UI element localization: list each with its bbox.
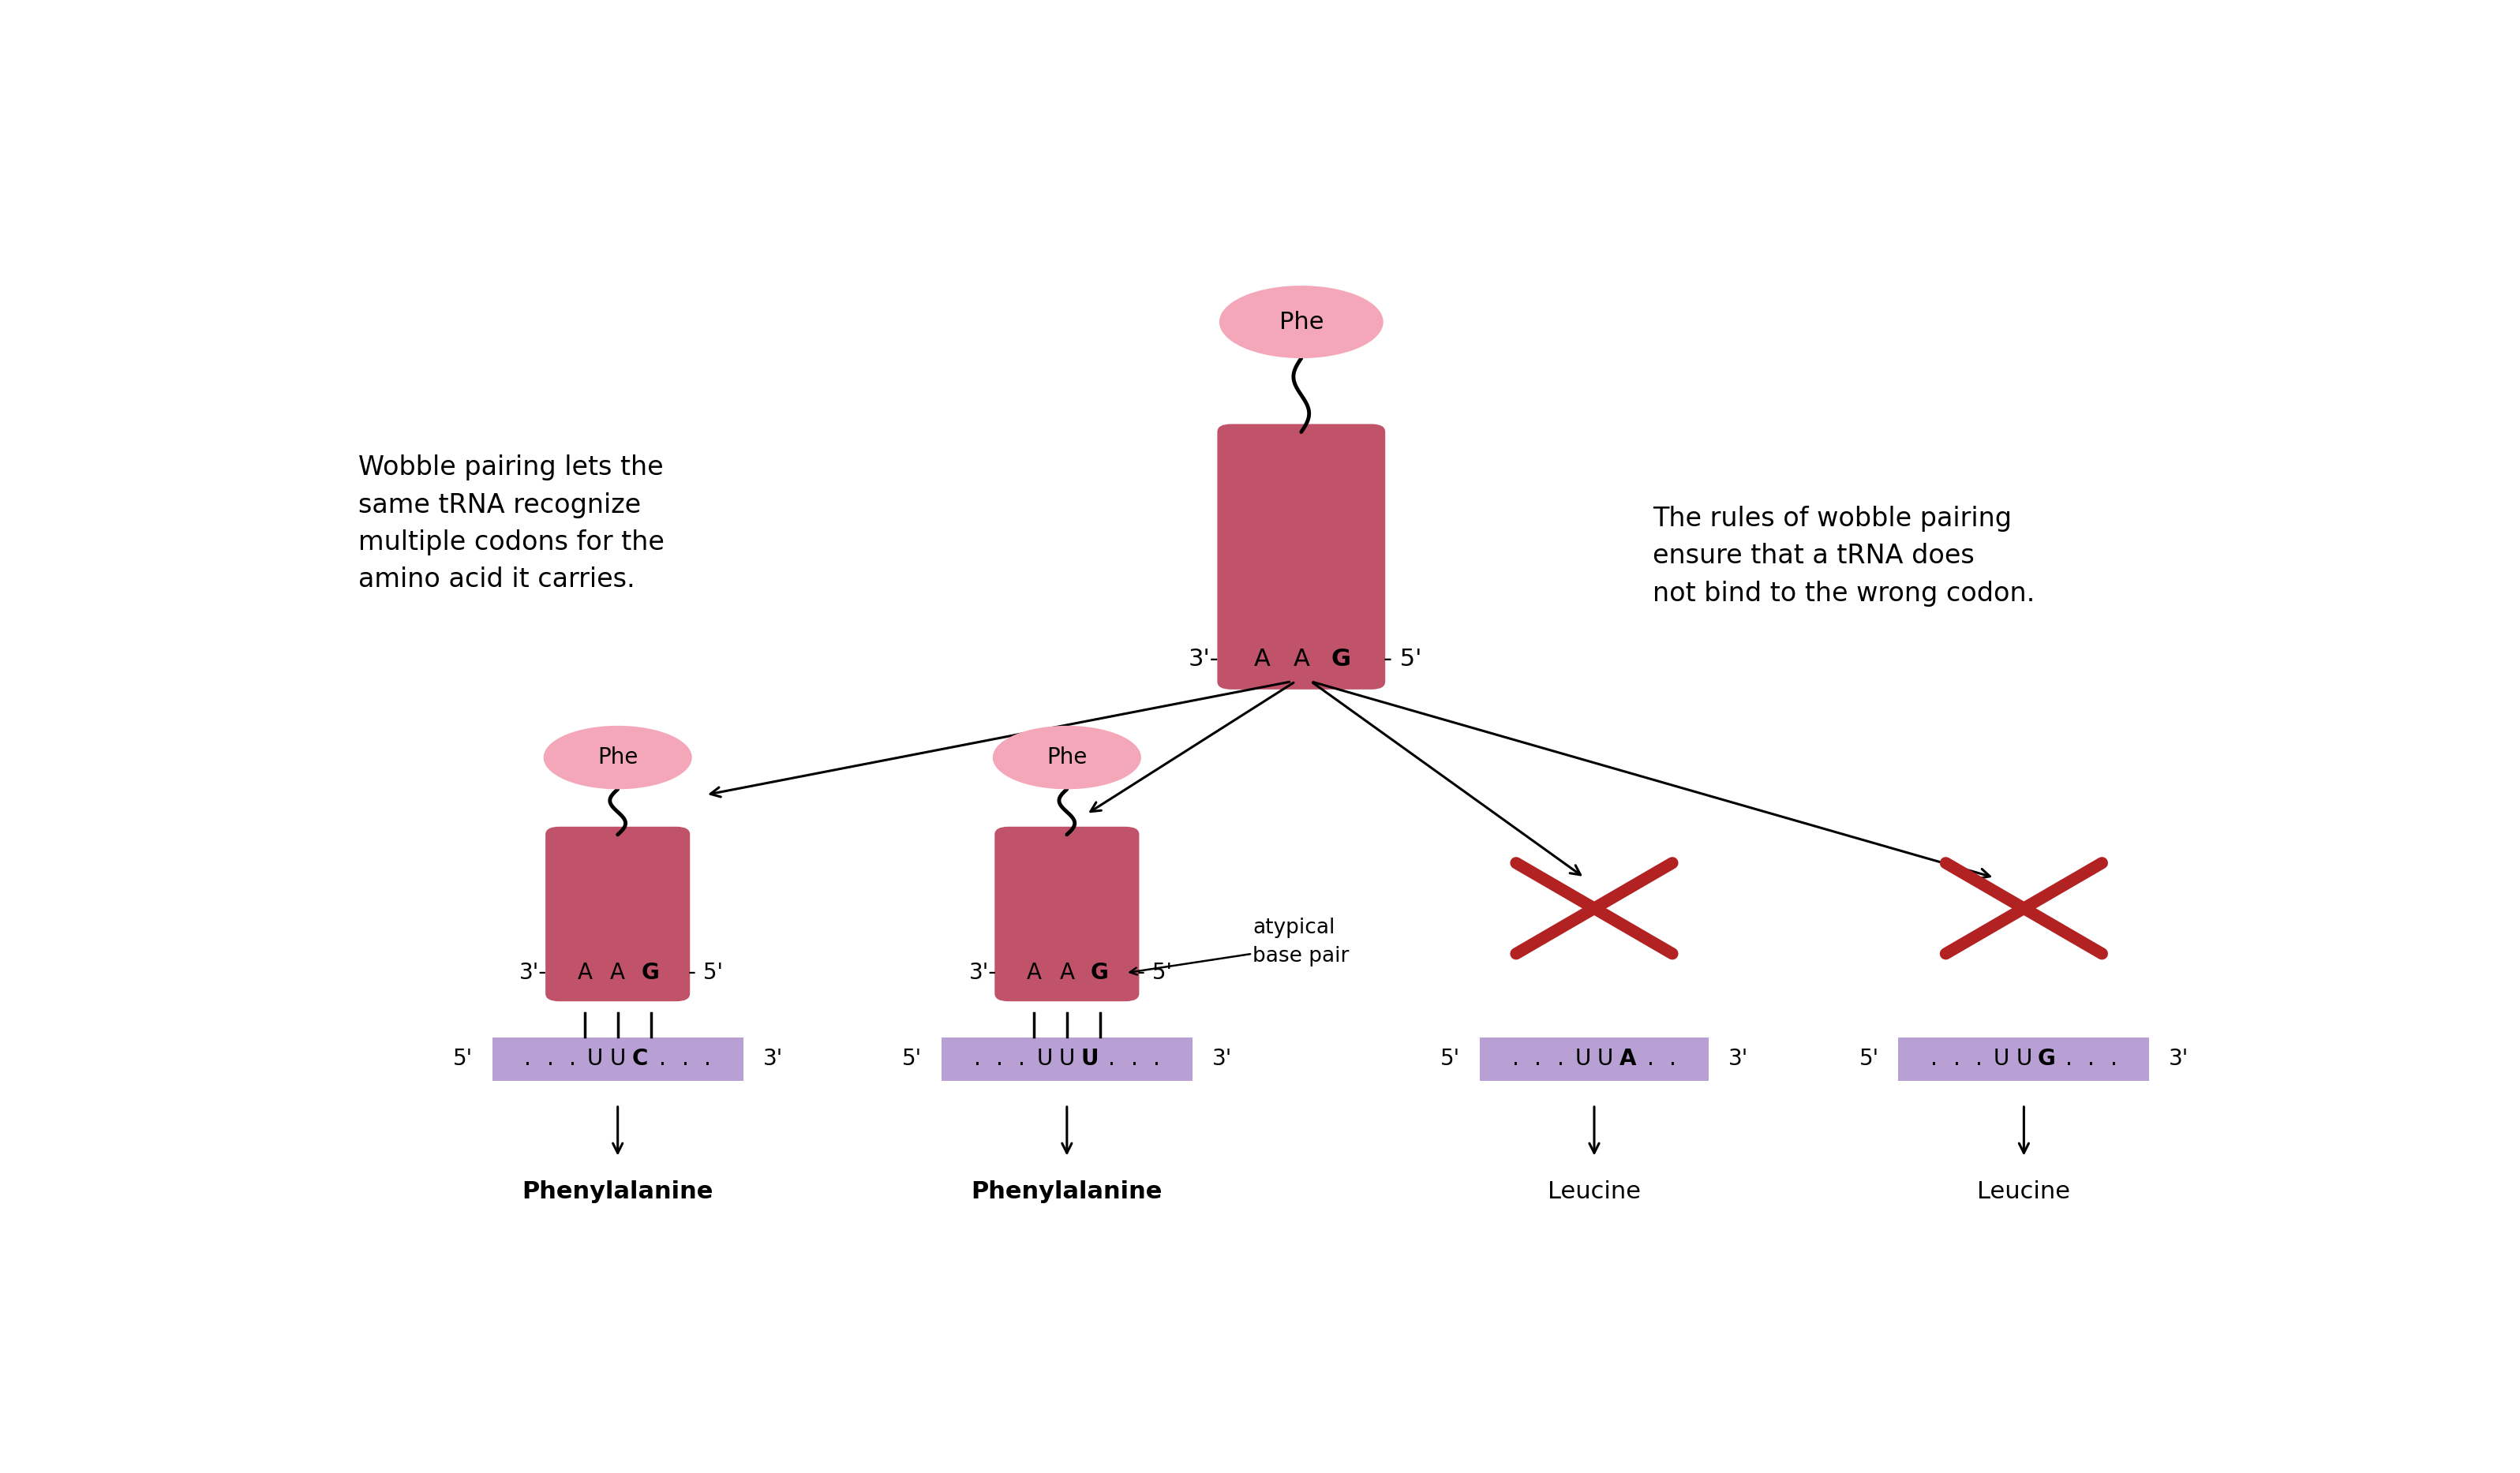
Text: .: . [1668,1049,1676,1071]
Text: .: . [1154,1049,1159,1071]
Text: U: U [1036,1049,1053,1071]
Text: G: G [2036,1049,2056,1071]
Text: .: . [2087,1049,2094,1071]
Text: .: . [1109,1049,1116,1071]
Text: U: U [1081,1049,1099,1071]
Text: .: . [1953,1049,1961,1071]
Text: U: U [1575,1049,1590,1071]
Text: A: A [1252,647,1270,670]
FancyBboxPatch shape [1898,1037,2150,1081]
Text: .: . [1648,1049,1653,1071]
Text: .: . [1535,1049,1542,1071]
Text: A: A [577,962,592,984]
Text: .: . [703,1049,711,1071]
FancyBboxPatch shape [942,1037,1192,1081]
Text: 3': 3' [1729,1049,1749,1071]
Text: 3': 3' [2170,1049,2190,1071]
Text: .: . [570,1049,577,1071]
Ellipse shape [544,726,693,790]
Text: .: . [547,1049,554,1071]
Text: U: U [1993,1049,2008,1071]
Text: - 5': - 5' [1383,647,1421,670]
Text: 3': 3' [764,1049,784,1071]
FancyBboxPatch shape [1217,424,1386,689]
Text: A: A [1058,962,1074,984]
Text: 3': 3' [1212,1049,1232,1071]
Text: .: . [995,1049,1003,1071]
Text: .: . [660,1049,665,1071]
Ellipse shape [1220,286,1383,358]
Text: C: C [633,1049,648,1071]
Text: .: . [1930,1049,1938,1071]
Text: .: . [973,1049,980,1071]
Text: Leucine: Leucine [1978,1180,2071,1203]
Text: .: . [680,1049,688,1071]
Text: 5': 5' [1441,1049,1462,1071]
Text: G: G [643,962,660,984]
Text: G: G [1331,647,1351,670]
Text: G: G [1091,962,1109,984]
Text: Phe: Phe [1046,747,1086,769]
Text: 3'-: 3'- [519,962,547,984]
Text: .: . [1512,1049,1520,1071]
Text: A: A [1026,962,1041,984]
Text: - 5': - 5' [1137,962,1172,984]
Text: U: U [610,1049,625,1071]
Text: 3'-: 3'- [1189,647,1220,670]
FancyBboxPatch shape [1479,1037,1709,1081]
Text: U: U [587,1049,602,1071]
Text: 5': 5' [902,1049,922,1071]
Text: Leucine: Leucine [1547,1180,1641,1203]
Text: .: . [1976,1049,1983,1071]
Text: U: U [1598,1049,1613,1071]
Text: .: . [2066,1049,2071,1071]
Text: A: A [1293,647,1310,670]
Text: A: A [1620,1049,1635,1071]
Text: Phenylalanine: Phenylalanine [970,1180,1162,1203]
Text: Wobble pairing lets the
same tRNA recognize
multiple codons for the
amino acid i: Wobble pairing lets the same tRNA recogn… [358,455,665,592]
Text: Phe: Phe [597,747,638,769]
Text: 3'-: 3'- [968,962,995,984]
Text: .: . [1018,1049,1026,1071]
FancyBboxPatch shape [544,826,690,1002]
Text: - 5': - 5' [688,962,723,984]
Text: atypical
base pair: atypical base pair [1252,918,1348,966]
FancyBboxPatch shape [491,1037,743,1081]
Text: U: U [2016,1049,2031,1071]
Text: Phe: Phe [1280,311,1323,333]
Text: Phenylalanine: Phenylalanine [522,1180,713,1203]
Text: .: . [1557,1049,1565,1071]
Text: U: U [1058,1049,1076,1071]
Ellipse shape [993,726,1142,790]
Text: A: A [610,962,625,984]
Text: .: . [2109,1049,2117,1071]
FancyBboxPatch shape [995,826,1139,1002]
Text: The rules of wobble pairing
ensure that a tRNA does
not bind to the wrong codon.: The rules of wobble pairing ensure that … [1653,505,2036,607]
Text: 5': 5' [1860,1049,1880,1071]
Text: .: . [524,1049,532,1071]
Text: .: . [1131,1049,1139,1071]
Text: 5': 5' [454,1049,474,1071]
